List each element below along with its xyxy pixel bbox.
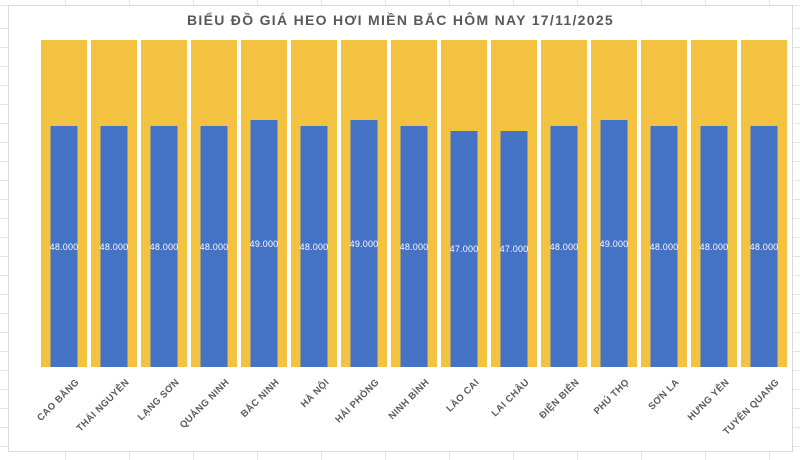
category-cell: 49.000 [339, 40, 389, 367]
category-label: BẮC NINH [238, 377, 282, 420]
category-cell: 48.000 [739, 40, 789, 367]
category-label: LAI CHÂU [489, 377, 532, 420]
bar-value-label: 49.000 [599, 238, 629, 249]
value-bar: 48.000 [399, 126, 429, 367]
value-bar: 48.000 [299, 126, 329, 367]
category-cell: 48.000 [289, 40, 339, 367]
bar-value-label: 48.000 [749, 241, 779, 252]
category-cell: 47.000 [439, 40, 489, 367]
category-cell: 48.000 [89, 40, 139, 367]
category-label: QUẢNG NINH [177, 377, 232, 431]
category-label: HẢI PHÒNG [333, 377, 382, 426]
value-bar: 49.000 [599, 120, 629, 367]
category-cell: 48.000 [139, 40, 189, 367]
value-bar: 47.000 [499, 131, 529, 367]
category-cell: 49.000 [239, 40, 289, 367]
category-cell: 49.000 [589, 40, 639, 367]
category-label: CAO BẰNG [35, 377, 82, 424]
chart-title: BIỂU ĐỒ GIÁ HEO HƠI MIỀN BẮC HÔM NAY 17/… [186, 12, 615, 28]
value-bar: 48.000 [649, 126, 679, 367]
bar-value-label: 49.000 [349, 238, 379, 249]
category-cell: 48.000 [39, 40, 89, 367]
value-bar: 48.000 [699, 126, 729, 367]
bar-value-label: 48.000 [649, 241, 679, 252]
bar-value-label: 48.000 [49, 241, 79, 252]
category-cell: 48.000 [189, 40, 239, 367]
bar-value-label: 47.000 [499, 244, 529, 254]
category-cell: 48.000 [389, 40, 439, 367]
value-bar: 48.000 [149, 126, 179, 367]
value-bar: 48.000 [549, 126, 579, 367]
category-label: LÀO CAI [444, 377, 482, 415]
category-label: ĐIỆN BIÊN [537, 377, 582, 422]
category-label: NINH BÌNH [386, 377, 432, 423]
value-bar: 47.000 [449, 131, 479, 367]
bar-value-label: 48.000 [149, 241, 179, 252]
bar-value-label: 48.000 [299, 241, 329, 252]
bar-value-label: 48.000 [549, 241, 579, 252]
category-label: PHÚ THỌ [591, 377, 632, 417]
category-axis: CAO BẰNG THÁI NGUYÊN LẠNG SƠN QUẢNG NINH BẮC… [35, 373, 789, 457]
category-cell: 47.000 [489, 40, 539, 367]
bar-value-label: 47.000 [449, 244, 479, 254]
bar-value-label: 48.000 [699, 241, 729, 252]
bar-value-label: 48.000 [399, 241, 429, 252]
plot-area: 48.000 48.000 48.000 48.000 49.000 48.000 49.0… [39, 40, 789, 367]
category-cell: 48.000 [639, 40, 689, 367]
value-bar: 48.000 [199, 126, 229, 367]
category-label: HÀ NỘI [298, 377, 332, 410]
value-bar: 49.000 [249, 120, 279, 367]
bar-value-label: 48.000 [99, 241, 129, 252]
value-bar: 48.000 [49, 126, 79, 367]
chart-object[interactable]: BIỂU ĐỒ GIÁ HEO HƠI MIỀN BẮC HÔM NAY 17/… [8, 5, 793, 452]
category-label: HƯNG YÊN [685, 377, 732, 424]
value-bar: 48.000 [99, 126, 129, 367]
category-cell: 48.000 [689, 40, 739, 367]
category-label: SƠN LA [646, 377, 682, 413]
category-label: THÁI NGUYÊN [74, 377, 132, 435]
bar-value-label: 48.000 [199, 241, 229, 252]
value-bar: 49.000 [349, 120, 379, 367]
value-bar: 48.000 [749, 126, 779, 367]
bar-value-label: 49.000 [249, 238, 279, 249]
category-cell: 48.000 [539, 40, 589, 367]
category-label: LẠNG SƠN [135, 377, 182, 424]
